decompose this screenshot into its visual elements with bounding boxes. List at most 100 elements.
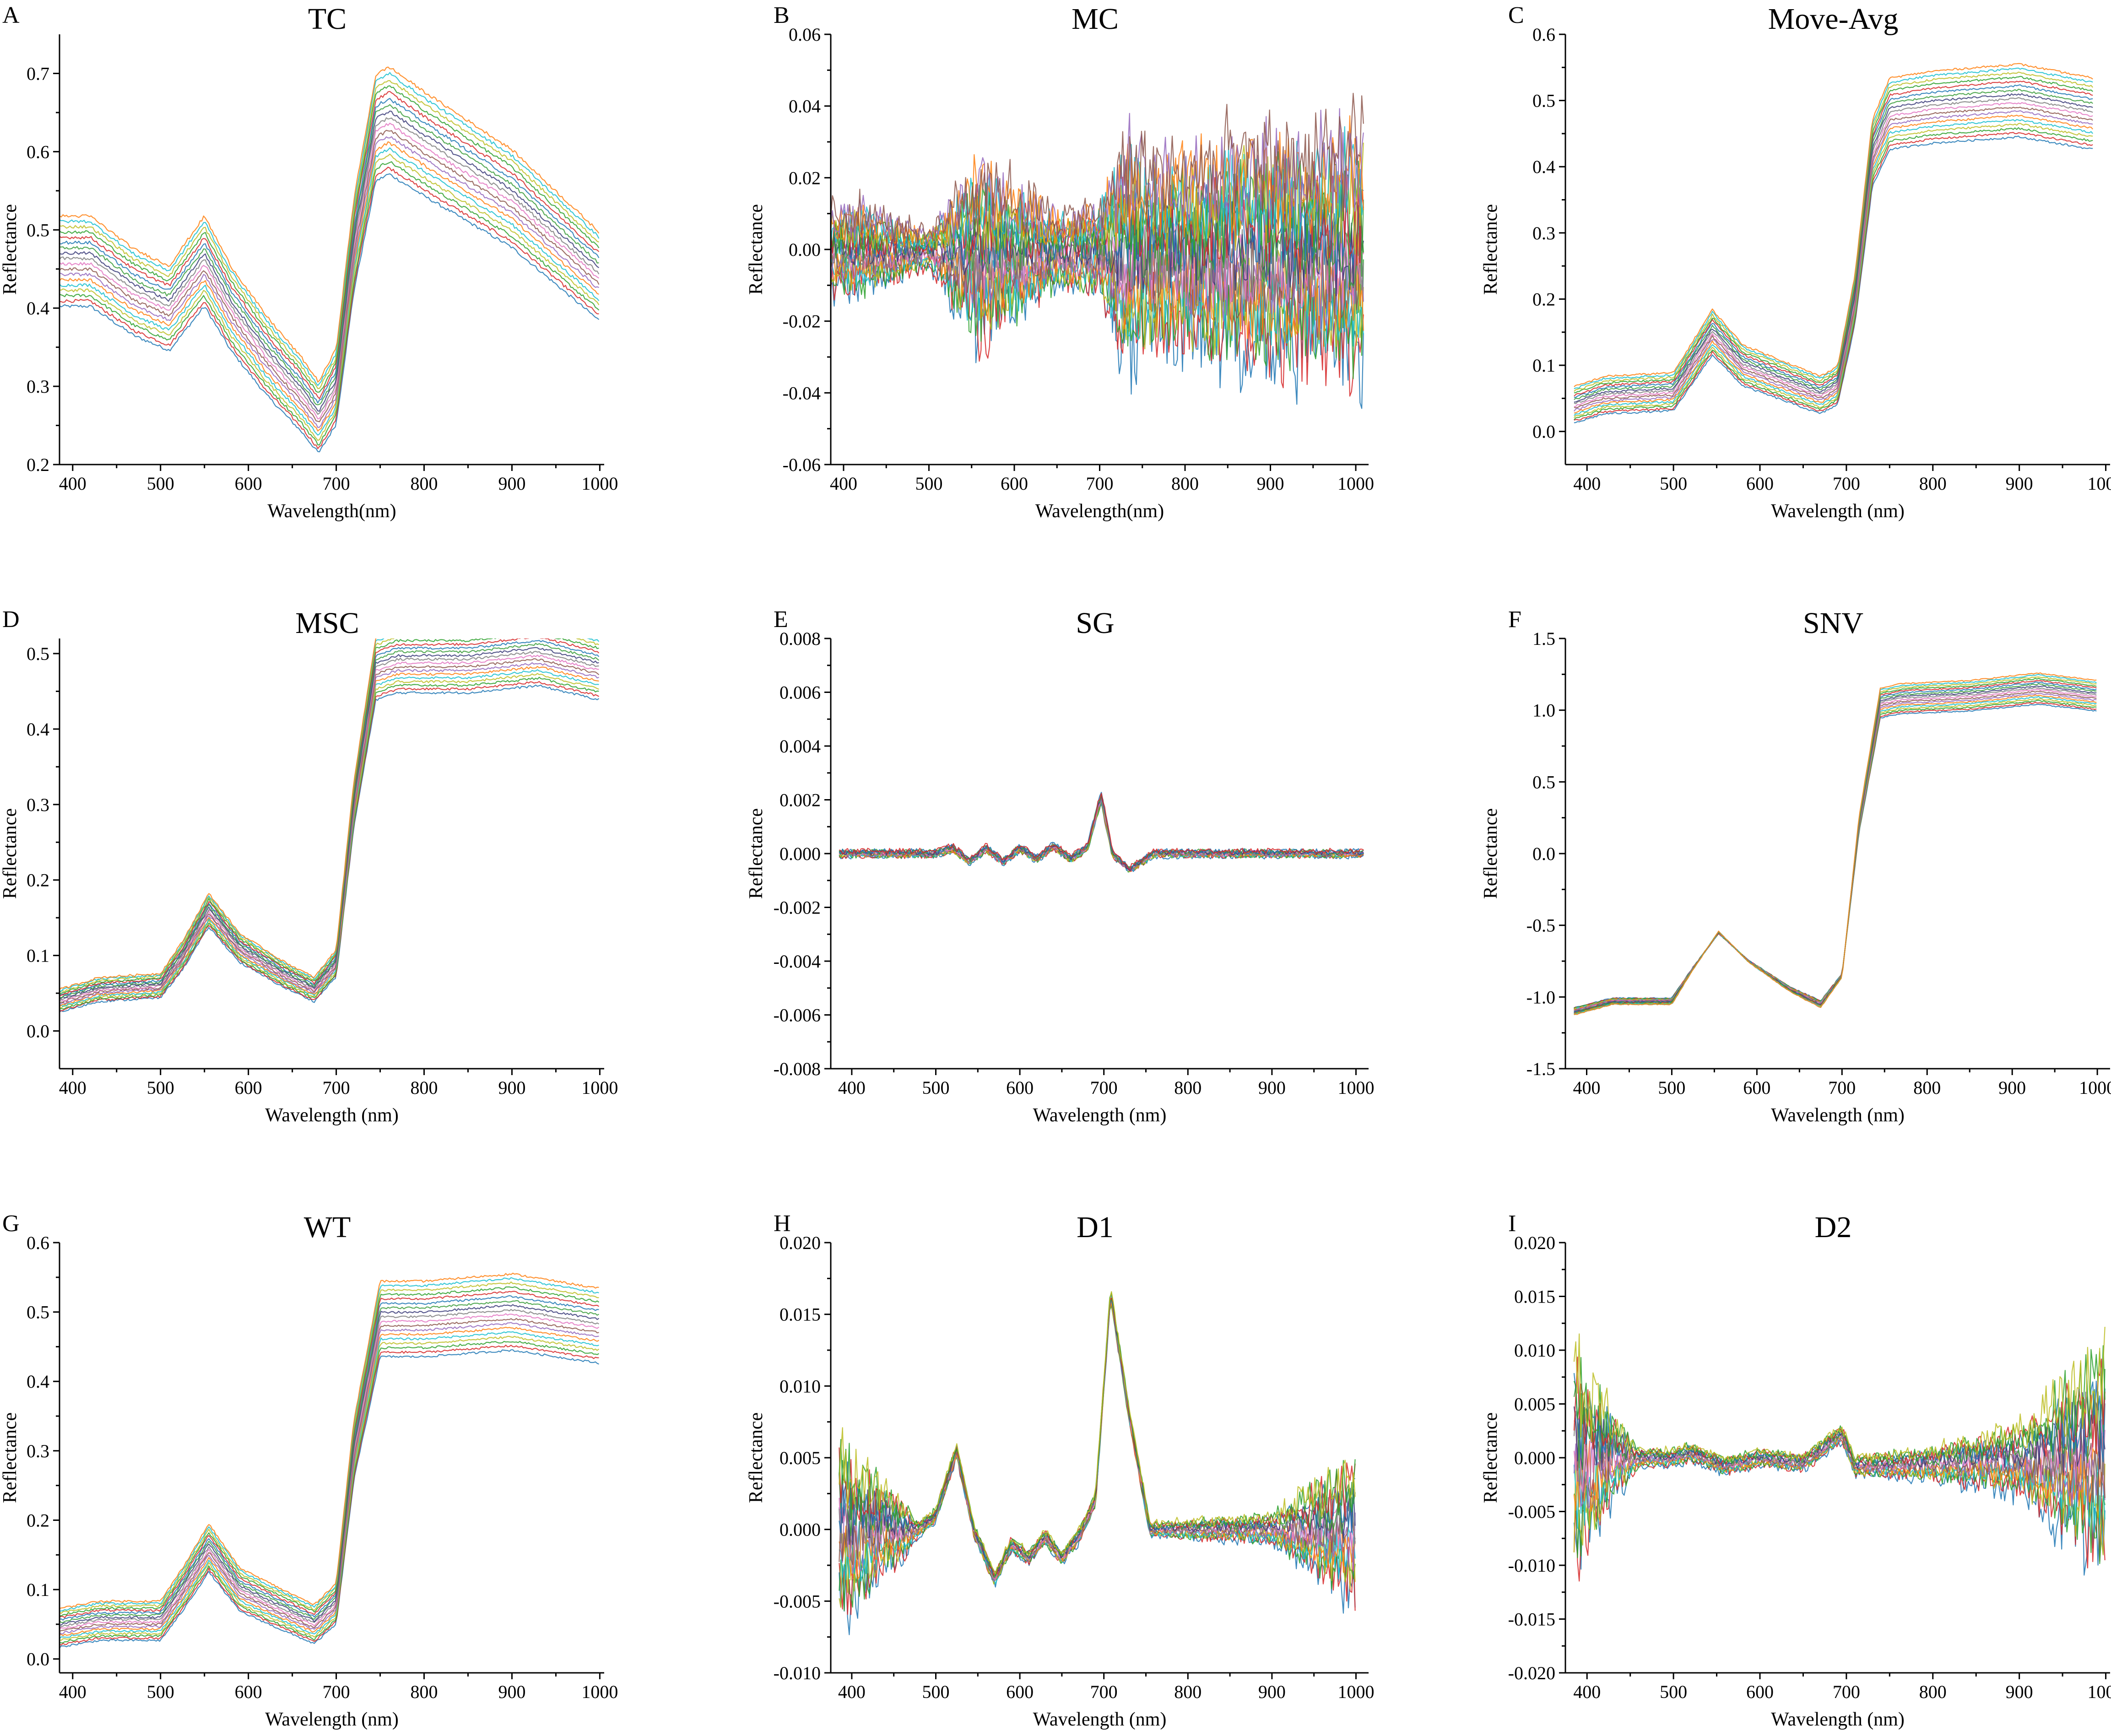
x-tick-label: 800 (1913, 1077, 1941, 1098)
y-tick-label: 0.3 (27, 1441, 49, 1461)
panel-letter: B (774, 2, 790, 28)
series-line (60, 1286, 600, 1617)
series-line (1573, 702, 2097, 1009)
x-tick-label: 1000 (1337, 1682, 1374, 1702)
series-line (60, 104, 599, 406)
y-tick-label: 0.000 (779, 1520, 821, 1540)
x-tick-label: 500 (915, 473, 942, 494)
series-line (839, 800, 1364, 871)
series-line (60, 1344, 599, 1646)
series-line (1574, 672, 2097, 1016)
series-group (60, 66, 600, 453)
y-tick-label: 0.000 (779, 844, 821, 864)
x-tick-label: 900 (498, 473, 525, 494)
series-line (831, 108, 1364, 247)
y-axis-label: Reflectance (0, 808, 21, 899)
x-axis-label: Wavelength(nm) (267, 501, 396, 522)
x-tick-label: 500 (1660, 1682, 1687, 1702)
y-tick-label: 0.4 (1532, 157, 1555, 177)
x-tick-label: 900 (1258, 1682, 1286, 1702)
series-line (1573, 1368, 2106, 1469)
y-tick-label: 0.015 (779, 1304, 821, 1325)
series-line (1574, 88, 2093, 400)
series-line (1574, 102, 2093, 407)
y-tick-label: 0.1 (27, 1579, 49, 1600)
series-line (1574, 680, 2097, 1014)
series-line (60, 147, 600, 436)
x-tick-label: 500 (1660, 473, 1687, 494)
chart-panel-d: 400 500 600 700 800 900 1000 0.0 0.1 0.2 0.3 0.4 0.5… (0, 606, 618, 1126)
y-tick-label: 0.004 (779, 736, 821, 757)
x-tick-label: 700 (1090, 1077, 1118, 1098)
series-line (60, 658, 600, 1004)
chart-panel-b: 400 500 600 700 800 900 1000 -0.06 -0.04 -0.02 0.0… (746, 2, 1374, 522)
chart-title: SNV (1803, 606, 1863, 640)
series-line (60, 123, 600, 420)
series-line (60, 638, 377, 990)
y-tick-label: -0.002 (774, 898, 821, 918)
series-line (60, 66, 600, 383)
series-line (60, 662, 599, 1005)
y-axis-label: Reflectance (1480, 204, 1501, 295)
x-axis-label: Wavelength(nm) (1035, 501, 1164, 522)
series-line (60, 130, 600, 422)
y-tick-label: -0.004 (774, 951, 821, 972)
x-tick-label: 1000 (581, 473, 618, 494)
x-tick-label: 600 (1746, 473, 1774, 494)
series-line (839, 798, 1364, 871)
y-tick-label: 0.2 (27, 870, 49, 891)
series-line (60, 117, 600, 415)
x-tick-label: 800 (1919, 473, 1947, 494)
series-line (1574, 93, 2093, 403)
y-tick-label: -0.006 (774, 1005, 821, 1026)
series-line (60, 141, 599, 432)
y-tick-label: 0.3 (1532, 223, 1555, 243)
series-group (60, 1272, 600, 1649)
y-tick-label: 0.020 (779, 1233, 821, 1253)
series-line (60, 1272, 599, 1609)
x-tick-label: 600 (235, 1077, 262, 1098)
x-tick-label: 800 (411, 1077, 438, 1098)
x-tick-label: 1000 (581, 1682, 618, 1702)
x-tick-label: 600 (1006, 1077, 1034, 1098)
y-tick-label: 0.010 (1514, 1340, 1555, 1361)
x-tick-label: 900 (498, 1077, 525, 1098)
series-line (60, 91, 600, 400)
series-line (1574, 119, 2094, 416)
series-line (839, 799, 1364, 873)
y-tick-label: 0.006 (779, 682, 821, 703)
x-tick-label: 600 (1001, 473, 1028, 494)
y-tick-label: -0.010 (774, 1663, 821, 1683)
series-line (60, 666, 599, 1007)
series-line (1574, 677, 2097, 1015)
series-line (60, 1336, 600, 1641)
chart-panel-f: 400 500 600 700 800 900 1000 -1.5 -1.0 -0.5 0.0 0.5… (1480, 606, 2111, 1126)
x-tick-label: 700 (1833, 1682, 1860, 1702)
panel-letter: A (2, 2, 20, 28)
y-tick-label: -1.5 (1526, 1059, 1555, 1079)
y-tick-label: 0.0 (27, 1649, 49, 1670)
y-tick-label: 0.4 (27, 298, 49, 319)
y-tick-label: 0.000 (1514, 1448, 1555, 1468)
series-line (1574, 107, 2093, 408)
series-line (1574, 97, 2093, 405)
x-tick-label: 700 (323, 1077, 350, 1098)
y-tick-label: 0.0 (27, 1021, 49, 1042)
series-line (1574, 84, 2093, 398)
series-line (1573, 1326, 2106, 1463)
chart-panel-g: 400 500 600 700 800 900 1000 0.0 0.1 0.2 0.3 0.4 0.5… (0, 1211, 618, 1730)
x-tick-label: 800 (1174, 1077, 1202, 1098)
x-tick-label: 700 (1086, 473, 1114, 494)
y-tick-label: -1.0 (1526, 987, 1555, 1007)
series-line (60, 684, 600, 1013)
x-tick-label: 1000 (2079, 1077, 2111, 1098)
series-group (1573, 672, 2097, 1016)
chart-title: MC (1072, 2, 1119, 36)
x-tick-label: 400 (59, 473, 87, 494)
series-line (1574, 676, 2097, 1015)
series-line (1574, 76, 2093, 394)
x-tick-label: 700 (1090, 1682, 1118, 1702)
series-line (1574, 81, 2093, 397)
y-tick-label: 0.02 (789, 168, 821, 188)
